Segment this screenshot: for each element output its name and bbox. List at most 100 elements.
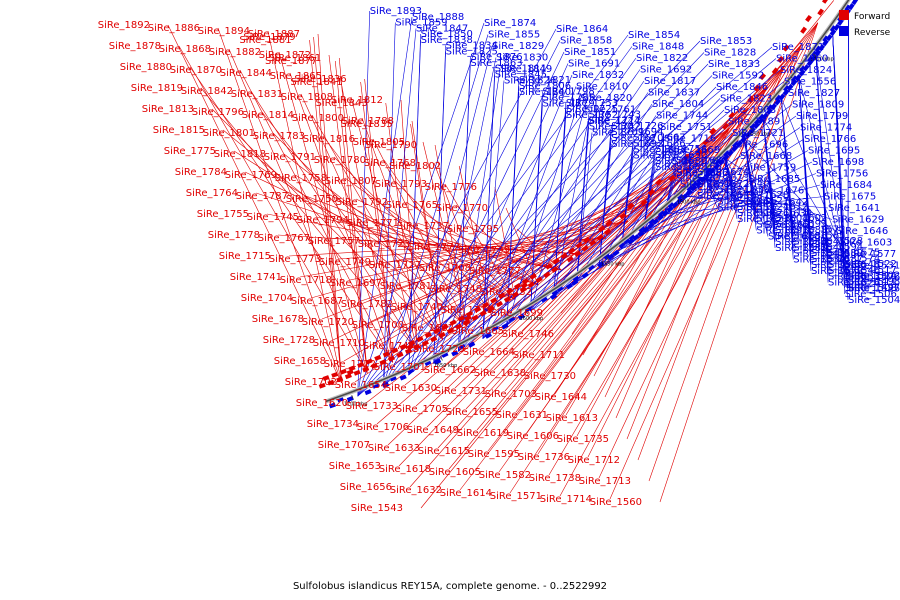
connector-line (371, 185, 671, 323)
connector-line (167, 24, 342, 384)
gene-glyph (464, 314, 472, 322)
gene-glyph (735, 140, 743, 148)
gene-glyph (619, 212, 627, 220)
connector-line (498, 44, 802, 473)
gene-label: SiRe_1673 (697, 173, 749, 184)
gene-glyph (757, 112, 765, 121)
gene-label: SiRe_1713 (579, 476, 631, 487)
gene-label: SiRe_1767 (258, 233, 310, 244)
gene-glyph (612, 249, 620, 257)
gene-glyph (786, 83, 794, 92)
gene-label: SiRe_1695 (808, 146, 860, 157)
gene-label: SiRe_1534 (793, 255, 845, 266)
gene-label: SiRe_1584 (775, 237, 827, 248)
gene-glyph (656, 214, 665, 221)
gene-glyph (318, 382, 326, 389)
gene-glyph (581, 244, 589, 252)
gene-labels: SiRe_1892SiRe_1886SiRe_1894SiRe_1887SiRe… (98, 6, 900, 514)
gene-label: SiRe_1778 (208, 230, 260, 241)
gene-label: SiRe_1605 (429, 467, 481, 478)
gene-label: SiRe_1508 (845, 283, 897, 294)
label-connectors (167, 0, 849, 509)
gene-glyph (695, 176, 703, 184)
connector-line (458, 62, 471, 352)
gene-label: SiRe_1807 (325, 176, 377, 187)
connector-line (482, 74, 496, 339)
gene-label: SiRe_1789 (728, 117, 780, 128)
gene-label: SiRe_1721 (732, 128, 784, 139)
gene-label: SiRe_1685 (748, 174, 800, 185)
gene-glyph (798, 64, 806, 73)
gene-label: SiRe_1593 (775, 219, 827, 230)
gene-label: SiRe_1871 (772, 42, 824, 53)
connector-line (408, 39, 421, 376)
gene-label: SiRe_1751 (660, 122, 712, 133)
gene-glyph (596, 233, 604, 241)
connector-line (415, 107, 749, 407)
gene-label: SiRe_1745 (247, 212, 299, 223)
gene-label: SiRe_1877 (265, 56, 317, 67)
gene-glyph (605, 219, 613, 227)
gene-label: SiRe_1818 (214, 149, 266, 160)
gene-label: SiRe_1740 (391, 302, 443, 313)
connector-line (599, 149, 669, 266)
connector-line (482, 92, 649, 339)
gene-label: SiRe_1575 (828, 248, 880, 259)
connector-line (509, 22, 819, 494)
connector-line (222, 129, 468, 327)
gene-glyph (753, 84, 761, 92)
gene-glyph (690, 184, 698, 192)
gene-glyph (370, 362, 378, 369)
gene-glyph (782, 88, 790, 96)
gene-label: SiRe_1689 (655, 156, 707, 167)
gene-label: SiRe_1606 (507, 431, 559, 442)
gene-label: SiRe_1888 (412, 12, 464, 23)
connector-line (383, 22, 396, 386)
gene-label: SiRe_1861 (269, 53, 321, 64)
connector-line (815, 55, 829, 283)
gene-glyph (568, 247, 576, 255)
connector-line (433, 51, 446, 364)
gene-label: SiRe_1892 (98, 20, 150, 31)
gene-glyph (805, 14, 812, 23)
gene-glyph (560, 252, 568, 260)
gene-glyph (632, 234, 640, 241)
gene-label: SiRe_1823 (720, 94, 772, 105)
legend-label-forward: Forward (854, 12, 890, 22)
tick-mark (680, 195, 685, 199)
connector-line (357, 28, 557, 397)
connector-line (433, 63, 569, 364)
gene-label: SiRe_1696 (736, 140, 788, 151)
connector-line (744, 138, 769, 237)
gene-label: SiRe_1712 (568, 455, 620, 466)
gene-glyph (829, 24, 836, 32)
gene-label: SiRe_1757 (308, 236, 360, 247)
gene-label: SiRe_1614 (440, 488, 492, 499)
gene-glyph (451, 350, 459, 357)
gene-label: SiRe_1851 (564, 47, 616, 58)
gene-label: SiRe_1881 (239, 35, 291, 46)
gene-label: SiRe_1780 (314, 155, 366, 166)
gene-label: SiRe_1588 (775, 225, 827, 236)
gene-glyph (753, 121, 761, 130)
connector-line (420, 0, 834, 509)
connector-line (659, 22, 819, 503)
gene-label: SiRe_1643 (697, 191, 749, 202)
connector-line (543, 147, 711, 374)
connector-line (433, 75, 713, 364)
connector-line (724, 158, 837, 232)
gene-label: SiRe_1809 (792, 100, 844, 111)
gene-glyph (322, 375, 330, 381)
gene-glyph (565, 282, 574, 290)
gene-glyph (676, 197, 684, 205)
gene-glyph (847, 3, 855, 11)
gene-label: SiRe_1722 (324, 359, 376, 370)
gene-label: SiRe_1735 (557, 434, 609, 445)
gene-glyph (399, 374, 407, 381)
gene-glyph (647, 217, 655, 225)
connector-line (482, 98, 721, 339)
gene-label: SiRe_1853 (700, 36, 752, 47)
gene-label: SiRe_1830 (496, 53, 548, 64)
gene-glyph (628, 233, 636, 241)
gene-label: SiRe_1649 (407, 425, 459, 436)
